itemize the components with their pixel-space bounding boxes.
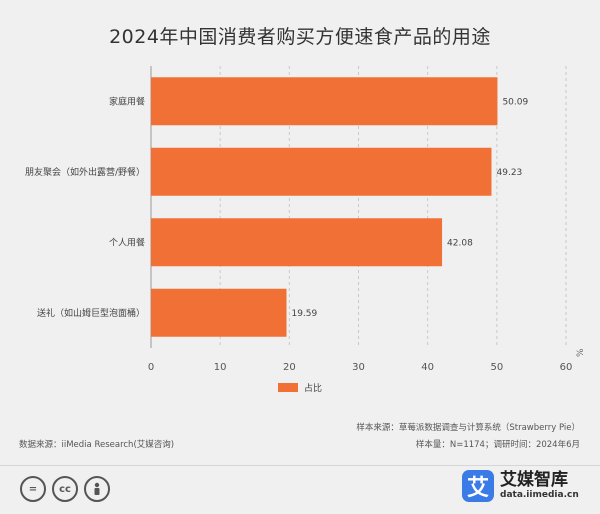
legend: 占比 <box>278 381 322 394</box>
x-tick-label: 40 <box>421 362 434 373</box>
bars-layer <box>151 77 498 337</box>
bar-value-label: 50.09 <box>502 97 528 107</box>
bar <box>151 288 287 337</box>
chart-title: 2024年中国消费者购买方便速食产品的用途 <box>109 26 491 48</box>
brand: 艾 艾媒智库 data.iimedia.cn <box>462 470 579 502</box>
brand-name: 艾媒智库 <box>500 470 568 490</box>
bar-value-label: 19.59 <box>291 309 317 319</box>
bar <box>151 77 498 126</box>
legend-label: 占比 <box>304 384 323 394</box>
sample-size-note: 样本量：N=1174；调研时间：2024年6月 <box>415 440 580 450</box>
x-tick-label: 30 <box>352 362 365 373</box>
person-icon <box>84 476 110 502</box>
category-label: 朋友聚会（如外出露营/野餐） <box>25 166 145 178</box>
bar <box>151 218 443 267</box>
x-tick-label: 50 <box>490 362 503 373</box>
brand-url: data.iimedia.cn <box>500 490 579 500</box>
labels-layer: 50.09 家庭用餐 49.23 朋友聚会（如外出露营/野餐） 42.08 个人用餐 19.… <box>25 95 529 319</box>
x-tick-label: 60 <box>560 362 573 373</box>
footer-divider <box>0 465 600 466</box>
bar-value-label: 49.23 <box>497 168 523 178</box>
x-tick-label: 20 <box>283 362 296 373</box>
bar-chart: 50.09 家庭用餐 49.23 朋友聚会（如外出露营/野餐） 42.08 个人用餐 19.… <box>25 66 586 373</box>
cc-icon: cc <box>52 476 78 502</box>
x-tick-label: 0 <box>148 362 154 373</box>
sample-source-note: 样本来源：草莓派数据调查与计算系统（Strawberry Pie） <box>356 423 580 433</box>
bar <box>151 147 492 196</box>
category-label: 个人用餐 <box>109 236 145 248</box>
license-icons: = cc <box>20 476 110 502</box>
equals-icon: = <box>20 476 46 502</box>
x-tick-label: 10 <box>214 362 227 373</box>
bar-value-label: 42.08 <box>447 238 473 248</box>
category-label: 家庭用餐 <box>109 95 145 107</box>
brand-logo-icon: 艾 <box>462 470 494 502</box>
category-label: 送礼（如山姆巨型泡面桶） <box>37 307 145 319</box>
data-source-note: 数据来源：iiMedia Research(艾媒咨询) <box>19 440 175 450</box>
ticks-layer: 0 10 20 30 40 50 60 <box>148 362 573 373</box>
x-axis-unit: % <box>576 348 586 357</box>
legend-swatch <box>278 383 298 392</box>
